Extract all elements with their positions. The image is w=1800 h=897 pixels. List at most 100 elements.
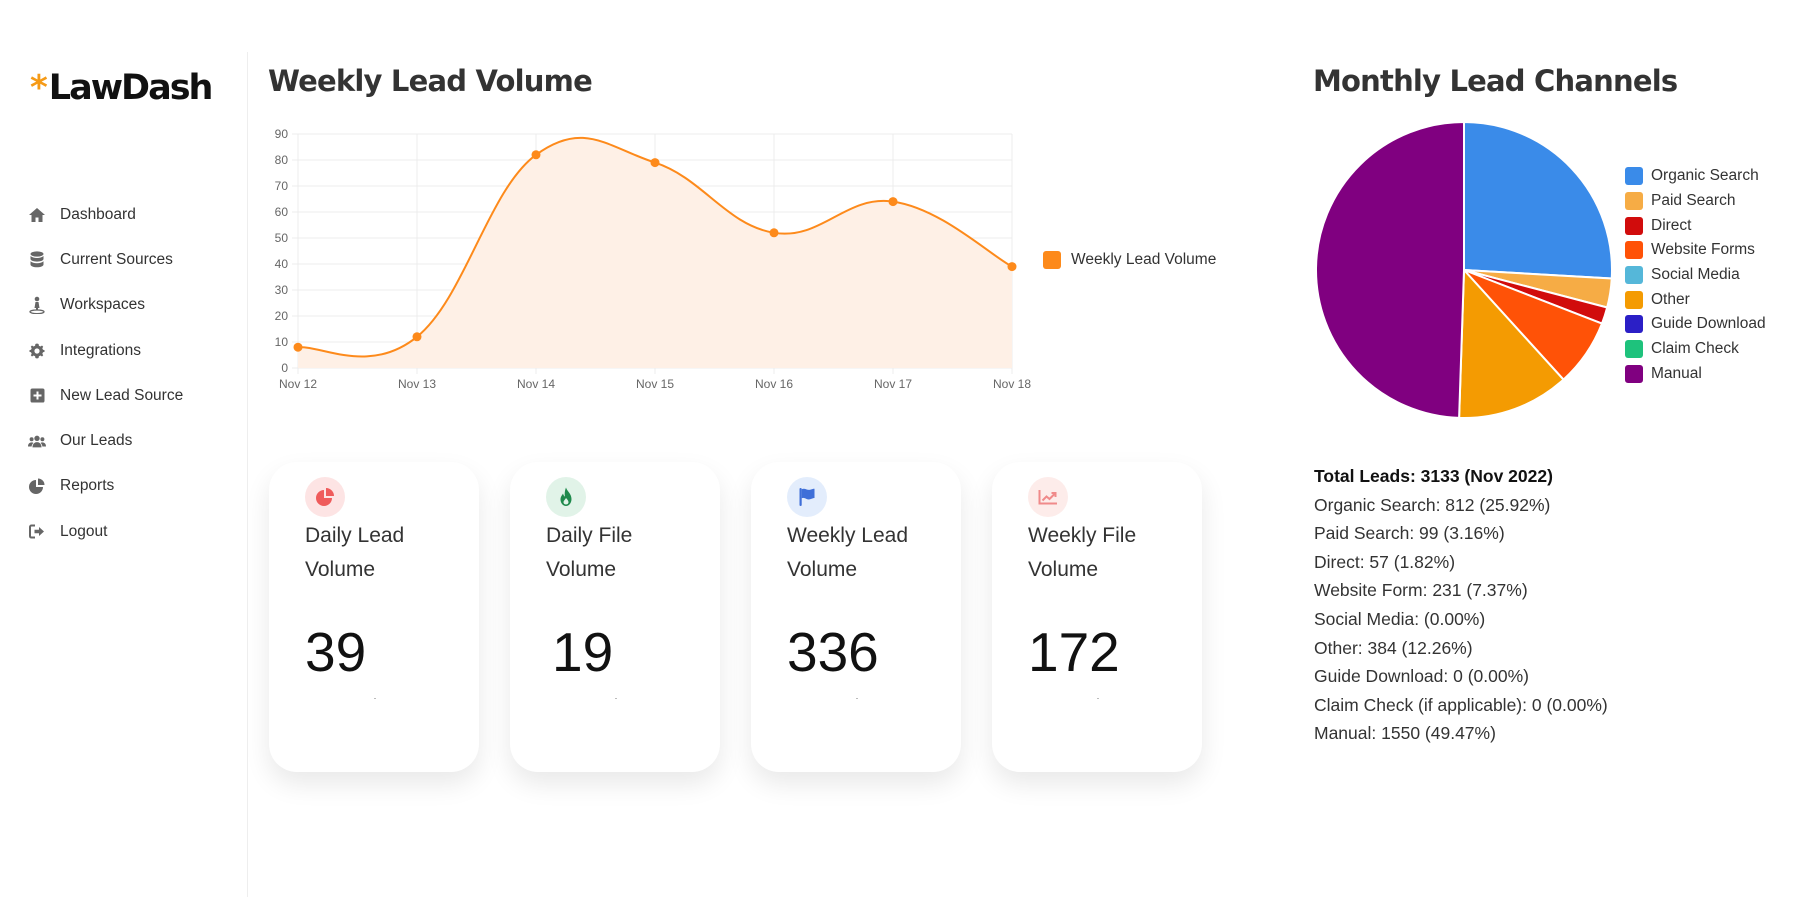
- sidebar-item-reports[interactable]: Reports: [0, 464, 248, 509]
- card-label: Weekly Lead Volume: [787, 524, 909, 581]
- sidebar-item-label: New Lead Source: [60, 386, 184, 404]
- pie-slice-manual[interactable]: [1315, 120, 1465, 419]
- legend-swatch: [1625, 241, 1643, 260]
- logout-icon: [28, 523, 46, 541]
- card-value: 19: [552, 621, 614, 683]
- legend-item-manual[interactable]: Manual: [1625, 362, 1766, 387]
- legend-item-guide-download[interactable]: Guide Download: [1625, 312, 1766, 337]
- legend-label: Manual: [1651, 364, 1702, 382]
- legend-swatch: [1625, 266, 1643, 285]
- series-area: [298, 137, 1012, 368]
- legend-swatch: [1625, 167, 1643, 186]
- x-tick-label: Nov 14: [517, 377, 555, 391]
- legend-item-direct[interactable]: Direct: [1625, 213, 1766, 238]
- legend-swatch: [1043, 251, 1061, 269]
- data-point[interactable]: [650, 158, 660, 168]
- sidebar-item-dashboard[interactable]: Dashboard: [0, 192, 248, 237]
- data-point[interactable]: [412, 332, 422, 342]
- weekly-file-volume-card: Weekly File Volume 172: [992, 462, 1202, 772]
- pie-chart-icon: [305, 477, 345, 517]
- legend-swatch: [1625, 315, 1643, 334]
- sidebar-item-label: Workspaces: [60, 296, 145, 314]
- y-tick-label: 60: [275, 205, 289, 219]
- data-point[interactable]: [293, 342, 303, 352]
- legend-swatch: [1625, 192, 1643, 211]
- sidebar-item-current-sources[interactable]: Current Sources: [0, 237, 248, 282]
- sidebar-item-label: Integrations: [60, 341, 141, 359]
- flag-icon: [787, 477, 827, 517]
- daily-lead-volume-card: Daily Lead Volume 39: [269, 462, 479, 772]
- legend-swatch: [1625, 340, 1643, 359]
- stat-line: Claim Check (if applicable): 0 (0.00%): [1314, 694, 1608, 715]
- sidebar-item-integrations[interactable]: Integrations: [0, 328, 248, 373]
- y-tick-label: 20: [275, 309, 289, 323]
- legend-swatch: [1625, 216, 1643, 235]
- legend-label: Claim Check: [1651, 340, 1739, 358]
- users-icon: [28, 432, 46, 450]
- database-icon: [28, 251, 46, 269]
- stat-line: Guide Download: 0 (0.00%): [1314, 666, 1529, 687]
- y-tick-label: 70: [275, 179, 289, 193]
- legend-swatch: [1625, 290, 1643, 309]
- stat-line: Paid Search: 99 (3.16%): [1314, 523, 1505, 544]
- card-divider: [856, 698, 858, 699]
- sidebar-item-label: Reports: [60, 477, 115, 495]
- legend-item-website-forms[interactable]: Website Forms: [1625, 238, 1766, 263]
- pie-slice-organic-search[interactable]: [1463, 120, 1612, 280]
- legend-item-organic-search[interactable]: Organic Search: [1625, 164, 1766, 189]
- sidebar-item-new-lead-source[interactable]: New Lead Source: [0, 373, 248, 418]
- line-chart-legend[interactable]: Weekly Lead Volume: [1043, 251, 1216, 269]
- legend-label: Guide Download: [1651, 315, 1766, 333]
- trend-icon: [1028, 477, 1068, 517]
- card-value: 336: [787, 621, 879, 683]
- card-label: Daily Lead Volume: [305, 524, 405, 581]
- legend-label: Weekly Lead Volume: [1071, 251, 1217, 268]
- card-value: 39: [305, 621, 367, 683]
- legend-label: Direct: [1651, 216, 1692, 234]
- logo[interactable]: *LawDash: [30, 68, 214, 108]
- card-label: Daily File Volume: [546, 524, 633, 581]
- data-point[interactable]: [1007, 262, 1017, 272]
- stat-line: Website Form: 231 (7.37%): [1314, 580, 1528, 601]
- x-tick-label: Nov 16: [755, 377, 793, 391]
- sidebar-item-logout[interactable]: Logout: [0, 509, 248, 554]
- legend-label: Website Forms: [1651, 241, 1755, 259]
- legend-swatch: [1625, 364, 1643, 383]
- x-tick-label: Nov 15: [636, 377, 674, 391]
- data-point[interactable]: [531, 150, 541, 160]
- x-tick-label: Nov 18: [993, 377, 1031, 391]
- x-tick-label: Nov 17: [874, 377, 912, 391]
- weekly-lead-volume-card: Weekly Lead Volume 336: [751, 462, 961, 772]
- card-value: 172: [1028, 621, 1120, 683]
- legend-label: Organic Search: [1651, 167, 1759, 185]
- legend-item-social-media[interactable]: Social Media: [1625, 263, 1766, 288]
- legend-item-other[interactable]: Other: [1625, 287, 1766, 312]
- legend-item-paid-search[interactable]: Paid Search: [1625, 189, 1766, 214]
- logo-star-icon: *: [30, 68, 48, 108]
- legend-label: Paid Search: [1651, 192, 1736, 210]
- legend-label: Other: [1651, 290, 1690, 308]
- x-tick-label: Nov 13: [398, 377, 436, 391]
- card-divider: [1097, 698, 1099, 699]
- stat-line: Other: 384 (12.26%): [1314, 637, 1473, 658]
- sidebar-item-our-leads[interactable]: Our Leads: [0, 418, 248, 463]
- stat-line: Direct: 57 (1.82%): [1314, 551, 1456, 572]
- stat-line: Manual: 1550 (49.47%): [1314, 723, 1496, 744]
- flame-icon: [546, 477, 586, 517]
- sidebar-item-label: Our Leads: [60, 432, 133, 450]
- monthly-lead-channels-title: Monthly Lead Channels: [1313, 64, 1678, 98]
- card-label: Weekly File Volume: [1028, 524, 1137, 581]
- data-point[interactable]: [888, 197, 898, 207]
- monthly-lead-channels-chart: [1315, 120, 1612, 419]
- legend-item-claim-check[interactable]: Claim Check: [1625, 337, 1766, 362]
- sidebar-item-workspaces[interactable]: Workspaces: [0, 283, 248, 328]
- gear-icon: [28, 342, 46, 360]
- logo-text: LawDash: [48, 68, 214, 108]
- sidebar-item-label: Current Sources: [60, 250, 173, 268]
- data-point[interactable]: [769, 228, 779, 238]
- y-tick-label: 90: [275, 127, 289, 141]
- pie-slice-other[interactable]: [1458, 267, 1565, 419]
- y-tick-label: 80: [275, 153, 289, 167]
- legend-label: Social Media: [1651, 266, 1740, 284]
- stat-line: Organic Search: 812 (25.92%): [1314, 494, 1551, 515]
